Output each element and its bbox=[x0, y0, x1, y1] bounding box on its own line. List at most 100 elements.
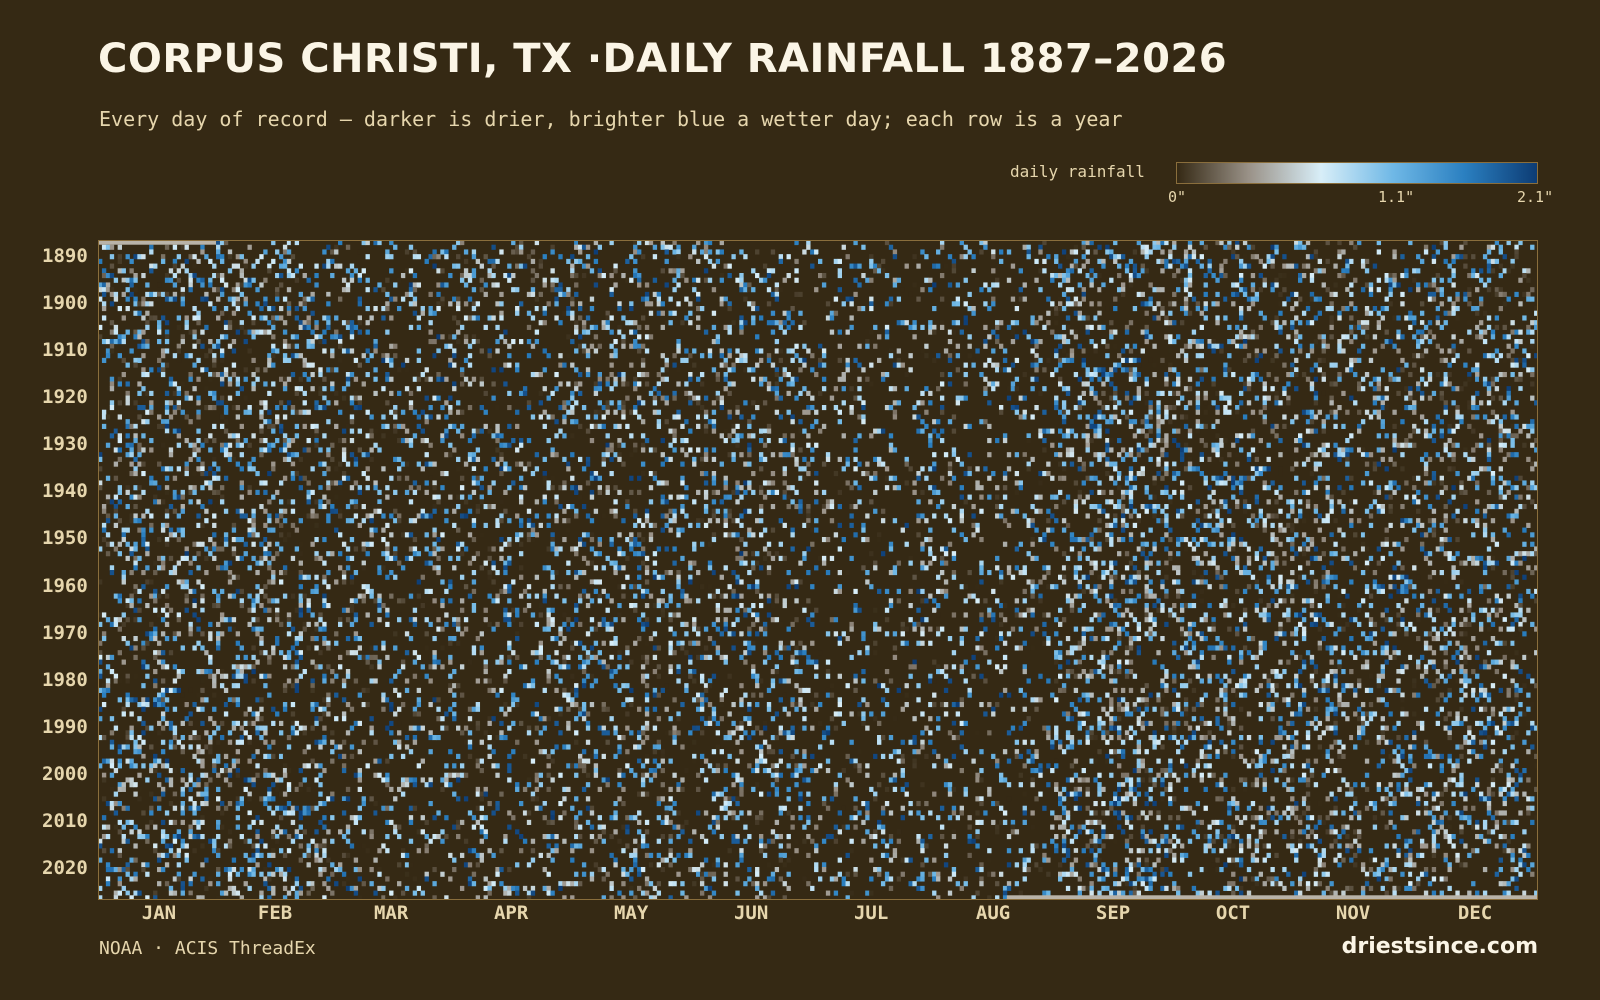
heatmap-cell bbox=[357, 315, 362, 321]
heatmap-cell bbox=[1109, 475, 1114, 481]
heatmap-cell bbox=[1357, 447, 1362, 453]
heatmap-cell bbox=[684, 296, 689, 302]
heatmap-cell bbox=[1089, 504, 1094, 510]
heatmap-cell bbox=[959, 240, 964, 246]
heatmap-cell bbox=[1305, 409, 1311, 415]
heatmap-cell bbox=[444, 433, 449, 439]
heatmap-cell bbox=[609, 372, 614, 378]
heatmap-cell bbox=[1278, 452, 1283, 458]
heatmap-cell bbox=[1498, 489, 1503, 495]
heatmap-cell bbox=[168, 268, 174, 274]
heatmap-cell bbox=[1530, 423, 1535, 429]
heatmap-cell bbox=[633, 240, 638, 246]
heatmap-cell bbox=[302, 301, 307, 307]
heatmap-cell bbox=[1408, 287, 1413, 293]
heatmap-cell bbox=[1459, 414, 1464, 420]
heatmap-cell bbox=[672, 277, 677, 283]
heatmap-cell bbox=[845, 461, 850, 467]
heatmap-cell bbox=[1187, 466, 1193, 472]
heatmap-cell bbox=[684, 348, 689, 354]
heatmap-cell bbox=[1494, 287, 1500, 293]
heatmap-cell bbox=[1238, 258, 1244, 264]
heatmap-cell bbox=[1439, 348, 1444, 354]
heatmap-cell bbox=[310, 296, 315, 302]
heatmap-cell bbox=[404, 475, 410, 481]
heatmap-cell bbox=[1164, 471, 1169, 477]
heatmap-cell bbox=[326, 324, 331, 330]
heatmap-cell bbox=[845, 357, 850, 363]
heatmap-cell bbox=[951, 428, 957, 434]
heatmap-cell bbox=[1325, 306, 1330, 312]
heatmap-cell bbox=[1254, 296, 1260, 302]
heatmap-cell bbox=[463, 258, 469, 264]
heatmap-cell bbox=[1439, 324, 1444, 330]
heatmap-cell bbox=[271, 442, 276, 448]
heatmap-cell bbox=[758, 428, 764, 434]
heatmap-cell bbox=[1502, 433, 1507, 439]
heatmap-cell bbox=[255, 367, 260, 373]
heatmap-cell bbox=[1309, 367, 1315, 373]
heatmap-cell bbox=[1416, 282, 1421, 288]
heatmap-cell bbox=[562, 419, 567, 425]
heatmap-cell bbox=[416, 324, 422, 330]
heatmap-cell bbox=[1203, 480, 1208, 486]
heatmap-cell bbox=[428, 376, 433, 382]
heatmap-cell bbox=[774, 395, 780, 401]
heatmap-cell bbox=[1250, 244, 1256, 250]
heatmap-cell bbox=[507, 263, 512, 269]
heatmap-cell bbox=[829, 504, 835, 510]
heatmap-cell bbox=[751, 320, 756, 326]
heatmap-cell bbox=[1404, 405, 1409, 411]
heatmap-cell bbox=[1305, 263, 1311, 269]
heatmap-cell bbox=[1290, 324, 1295, 330]
heatmap-cell bbox=[550, 282, 555, 288]
heatmap-cell bbox=[550, 277, 555, 283]
heatmap-cell bbox=[810, 263, 815, 269]
heatmap-cell bbox=[963, 244, 968, 250]
heatmap-cell bbox=[1412, 353, 1417, 359]
heatmap-cell bbox=[298, 263, 303, 269]
heatmap-cell bbox=[786, 324, 791, 330]
heatmap-cell bbox=[341, 447, 347, 453]
heatmap-cell bbox=[1195, 419, 1201, 425]
heatmap-cell bbox=[212, 390, 217, 396]
heatmap-cell bbox=[1179, 348, 1185, 354]
heatmap-cell bbox=[656, 372, 662, 378]
heatmap-cell bbox=[766, 480, 772, 486]
heatmap-cell bbox=[1124, 268, 1130, 274]
heatmap-cell bbox=[141, 471, 146, 477]
heatmap-cell bbox=[290, 334, 296, 340]
heatmap-cell bbox=[664, 400, 669, 406]
heatmap-cell bbox=[668, 456, 673, 462]
heatmap-cell bbox=[1360, 324, 1366, 330]
heatmap-cell bbox=[216, 339, 221, 345]
heatmap-cell bbox=[1467, 405, 1472, 411]
heatmap-cell bbox=[1353, 244, 1358, 250]
heatmap-cell bbox=[1313, 395, 1319, 401]
heatmap-cell bbox=[1482, 376, 1488, 382]
heatmap-cell bbox=[314, 428, 319, 434]
heatmap-cell bbox=[416, 282, 422, 288]
heatmap-cell bbox=[955, 353, 961, 359]
heatmap-cell bbox=[719, 461, 724, 467]
heatmap-cell bbox=[204, 353, 209, 359]
heatmap-cell bbox=[176, 268, 182, 274]
heatmap-cell bbox=[995, 277, 1000, 283]
heatmap-cell bbox=[656, 423, 662, 429]
heatmap-cell bbox=[869, 329, 874, 335]
heatmap-cell bbox=[176, 324, 182, 330]
heatmap-cell bbox=[1136, 390, 1142, 396]
heatmap-cell bbox=[1475, 480, 1480, 486]
heatmap-cell bbox=[578, 485, 583, 491]
heatmap-cell bbox=[452, 296, 457, 302]
heatmap-cell bbox=[1046, 471, 1051, 477]
heatmap-cell bbox=[1215, 419, 1220, 425]
heatmap-cell bbox=[330, 249, 335, 255]
heatmap-cell bbox=[436, 353, 441, 359]
heatmap-cell bbox=[617, 438, 622, 444]
heatmap-cell bbox=[176, 442, 182, 448]
heatmap-cell bbox=[617, 273, 622, 279]
heatmap-cell bbox=[310, 339, 315, 345]
heatmap-cell bbox=[475, 508, 481, 514]
heatmap-cell bbox=[227, 395, 233, 401]
